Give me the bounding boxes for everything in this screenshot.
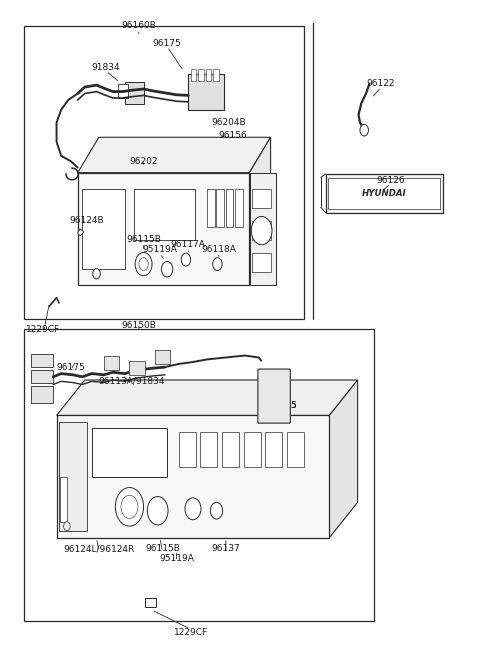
- Text: 96160B: 96160B: [121, 22, 156, 30]
- Bar: [78, 173, 250, 285]
- Circle shape: [252, 216, 272, 245]
- Circle shape: [210, 503, 223, 519]
- Text: 96156: 96156: [219, 131, 248, 140]
- Polygon shape: [250, 137, 271, 285]
- Bar: [118, 84, 128, 98]
- Text: 96122: 96122: [367, 79, 396, 88]
- Polygon shape: [78, 229, 84, 236]
- Text: 96115B: 96115B: [145, 544, 180, 553]
- Circle shape: [121, 495, 138, 518]
- Bar: [216, 189, 224, 227]
- Bar: [104, 356, 119, 371]
- Bar: [92, 428, 167, 476]
- Text: 91834: 91834: [92, 63, 120, 72]
- Bar: [252, 253, 271, 273]
- Text: 96175: 96175: [56, 363, 85, 372]
- Bar: [60, 476, 67, 522]
- Circle shape: [181, 253, 191, 266]
- Text: 96202: 96202: [129, 156, 158, 166]
- Text: 96175: 96175: [268, 401, 297, 410]
- Bar: [59, 422, 87, 532]
- Text: 96113A/91834: 96113A/91834: [98, 377, 165, 386]
- Circle shape: [161, 261, 173, 277]
- Bar: [226, 189, 233, 227]
- Bar: [198, 69, 204, 81]
- Bar: [235, 189, 243, 227]
- Circle shape: [93, 269, 100, 279]
- Bar: [130, 361, 144, 375]
- Text: 96150B: 96150B: [121, 321, 156, 330]
- Bar: [261, 378, 287, 390]
- Bar: [31, 386, 53, 403]
- Bar: [156, 350, 170, 364]
- Text: 96124B: 96124B: [70, 216, 105, 225]
- Circle shape: [147, 497, 168, 525]
- Bar: [24, 26, 303, 319]
- Polygon shape: [329, 380, 358, 537]
- Bar: [287, 432, 304, 467]
- FancyBboxPatch shape: [258, 369, 290, 423]
- Text: 1229CF: 1229CF: [174, 628, 208, 637]
- Bar: [261, 393, 287, 405]
- Circle shape: [115, 487, 144, 526]
- Bar: [31, 371, 53, 383]
- Text: 96204B: 96204B: [212, 118, 246, 127]
- Bar: [222, 432, 239, 467]
- Bar: [265, 432, 282, 467]
- Bar: [325, 174, 443, 213]
- Bar: [201, 432, 217, 467]
- Text: 96117A: 96117A: [171, 240, 206, 249]
- Circle shape: [135, 252, 152, 276]
- Text: 96137: 96137: [212, 544, 240, 553]
- Bar: [179, 432, 196, 467]
- Polygon shape: [57, 380, 358, 415]
- Bar: [57, 415, 329, 537]
- Bar: [244, 432, 261, 467]
- Circle shape: [213, 258, 222, 271]
- Text: 1229CF: 1229CF: [26, 325, 60, 334]
- Text: 96175: 96175: [153, 39, 181, 49]
- Text: 96126: 96126: [376, 176, 405, 185]
- Bar: [252, 221, 271, 240]
- Bar: [207, 189, 215, 227]
- Circle shape: [360, 124, 369, 136]
- Text: 95119A: 95119A: [159, 554, 194, 563]
- Bar: [250, 173, 276, 285]
- Bar: [145, 598, 156, 606]
- Text: 96118A: 96118A: [202, 246, 236, 254]
- Bar: [24, 328, 374, 622]
- Bar: [31, 354, 53, 367]
- Bar: [191, 69, 196, 81]
- Bar: [134, 189, 195, 240]
- Text: 96175: 96175: [268, 401, 297, 410]
- Bar: [188, 74, 224, 110]
- Bar: [261, 407, 287, 419]
- Circle shape: [185, 498, 201, 520]
- Circle shape: [63, 522, 70, 531]
- Text: 96115B: 96115B: [126, 235, 161, 244]
- Bar: [252, 189, 271, 208]
- Bar: [213, 69, 219, 81]
- Bar: [205, 69, 211, 81]
- Bar: [328, 178, 440, 209]
- Bar: [83, 189, 125, 269]
- Bar: [125, 82, 144, 104]
- Polygon shape: [78, 137, 271, 173]
- Text: HYUNDAI: HYUNDAI: [362, 189, 407, 198]
- Text: 95119A: 95119A: [143, 246, 178, 254]
- Circle shape: [139, 258, 148, 271]
- Text: 96124L/96124R: 96124L/96124R: [63, 544, 134, 553]
